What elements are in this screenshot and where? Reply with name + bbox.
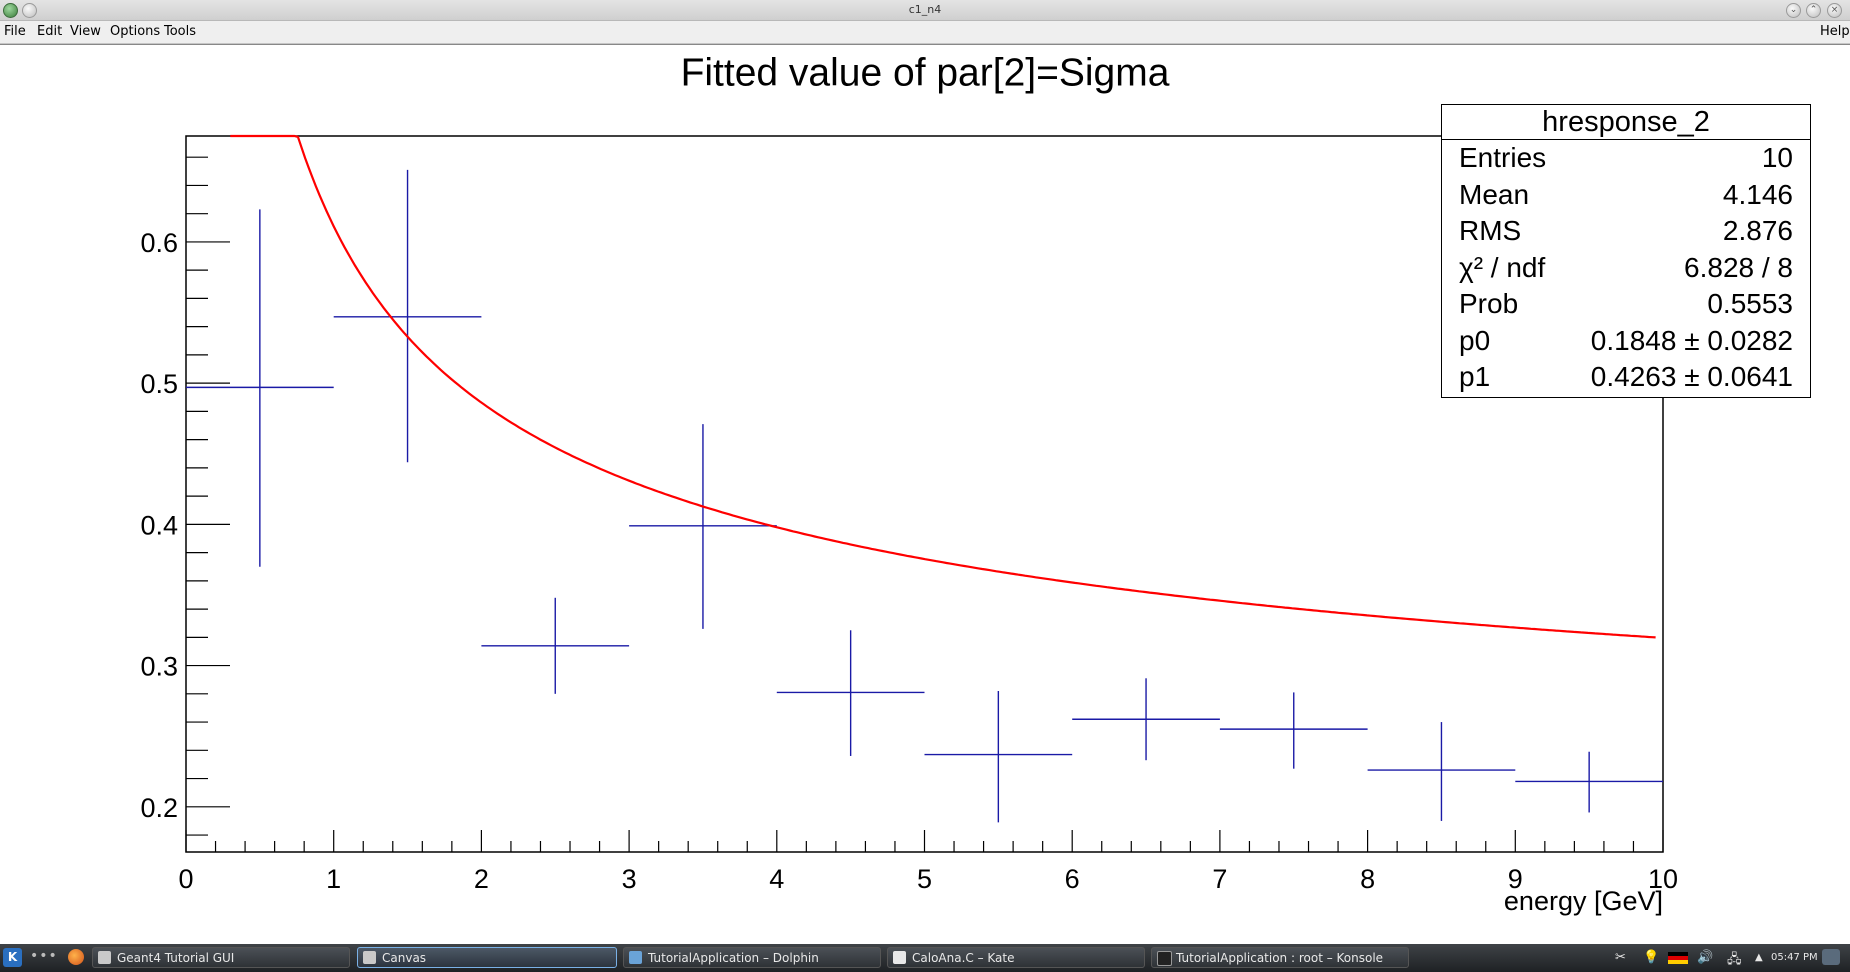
root-canvas-icon — [363, 951, 376, 964]
x-tick-label: 3 — [622, 864, 637, 894]
kate-icon — [893, 951, 906, 964]
stats-row-mean: Mean 4.146 — [1459, 178, 1793, 210]
kde-launcher-icon[interactable]: K — [3, 948, 22, 967]
scissors-icon[interactable]: ✂ — [1615, 950, 1626, 965]
task-kate[interactable]: CaloAna.C – Kate — [887, 947, 1145, 968]
chart-title: Fitted value of par[2]=Sigma — [681, 51, 1170, 94]
x-tick-label: 10 — [1648, 864, 1678, 894]
sticky-icon[interactable] — [22, 3, 37, 18]
show-desktop-icon[interactable] — [1822, 949, 1840, 965]
y-tick-label: 0.4 — [140, 510, 178, 540]
x-tick-label: 8 — [1360, 864, 1375, 894]
data-points — [186, 169, 1663, 823]
data-point — [629, 424, 777, 629]
x-tick-label: 5 — [917, 864, 932, 894]
stats-row-p0: p0 0.1848 ± 0.0282 — [1459, 324, 1793, 356]
x-tick-label: 4 — [769, 864, 784, 894]
task-geant4[interactable]: Geant4 Tutorial GUI — [92, 947, 350, 968]
plot-svg: Fitted value of par[2]=Sigma 0 1 2 3 4 5 6 7 8 9 1… — [140, 51, 1678, 916]
y-tick-label: 0.2 — [140, 793, 178, 823]
x-axis: 0 1 2 3 4 5 6 7 8 9 10 — [178, 830, 1678, 894]
task-canvas[interactable]: Canvas — [357, 947, 617, 968]
window-title-bar[interactable]: c1_n4 ⌄ ⌃ × — [0, 0, 1850, 21]
stats-title: hresponse_2 — [1442, 105, 1810, 140]
app-menu-icon[interactable] — [3, 3, 18, 18]
stats-row-entries: Entries 10 — [1459, 142, 1793, 173]
data-point — [186, 209, 334, 567]
tray-expand-icon[interactable]: ▲ — [1755, 952, 1763, 963]
taskbar: K ••• Geant4 Tutorial GUI Canvas Tutoria… — [0, 944, 1850, 972]
x-tick-label: 9 — [1508, 864, 1523, 894]
dolphin-icon — [629, 951, 642, 964]
menu-view[interactable]: View — [70, 24, 101, 39]
clock[interactable]: 05:47 PM — [1771, 952, 1818, 963]
data-point — [924, 691, 1073, 823]
keyboard-layout-de-icon[interactable] — [1668, 952, 1688, 964]
stats-box[interactable]: hresponse_2 Entries 10 Mean 4.146 RMS 2.876… — [1441, 104, 1811, 398]
x-axis-label: energy [GeV] — [1504, 886, 1663, 916]
menu-tools[interactable]: Tools — [164, 24, 197, 39]
x-tick-label: 2 — [474, 864, 489, 894]
menu-options[interactable]: Options — [110, 24, 161, 39]
stats-row-rms: RMS 2.876 — [1459, 215, 1793, 246]
menu-help[interactable]: Help — [1820, 24, 1850, 39]
window-title: c1_n4 — [908, 3, 942, 16]
data-point — [776, 630, 925, 756]
x-tick-label: 7 — [1212, 864, 1227, 894]
data-point — [1367, 722, 1516, 821]
y-axis: 0.2 0.3 0.4 0.5 0.6 — [140, 156, 230, 836]
data-point — [333, 169, 482, 463]
data-point — [481, 597, 630, 694]
desktop-pager-icon[interactable]: ••• — [30, 948, 58, 964]
data-point — [1072, 678, 1220, 761]
fit-curve — [230, 134, 1656, 639]
stats-row-prob: Prob 0.5553 — [1459, 288, 1793, 319]
stats-row-chi2: χ² / ndf 6.828 / 8 — [1459, 251, 1793, 283]
menu-file[interactable]: File — [4, 24, 26, 39]
konsole-icon — [1157, 951, 1172, 966]
task-dolphin[interactable]: TutorialApplication – Dolphin — [623, 947, 881, 968]
data-point — [1219, 692, 1368, 769]
close-icon[interactable]: × — [1827, 3, 1842, 18]
firefox-icon[interactable] — [68, 949, 84, 965]
volume-icon[interactable]: 🔊 — [1697, 950, 1714, 965]
lightbulb-icon[interactable]: 💡 — [1643, 950, 1660, 965]
y-tick-label: 0.6 — [140, 228, 178, 258]
maximize-icon[interactable]: ⌃ — [1806, 3, 1821, 18]
y-tick-label: 0.3 — [140, 652, 178, 682]
menu-edit[interactable]: Edit — [37, 24, 63, 39]
x-tick-label: 1 — [326, 864, 341, 894]
geant4-icon — [98, 951, 111, 964]
stats-row-p1: p1 0.4263 ± 0.0641 — [1459, 361, 1793, 392]
task-konsole[interactable]: TutorialApplication : root – Konsole — [1151, 947, 1409, 968]
x-tick-label: 6 — [1065, 864, 1080, 894]
minimize-icon[interactable]: ⌄ — [1786, 3, 1801, 18]
network-icon[interactable]: 🖧 — [1727, 952, 1742, 967]
root-canvas[interactable]: Fitted value of par[2]=Sigma 0 1 2 3 4 5 6 7 8 9 1… — [0, 44, 1850, 945]
menu-bar: File Edit View Options Tools Help — [0, 21, 1850, 44]
data-point — [1515, 751, 1663, 813]
y-tick-label: 0.5 — [140, 369, 178, 399]
x-tick-label: 0 — [178, 864, 193, 894]
